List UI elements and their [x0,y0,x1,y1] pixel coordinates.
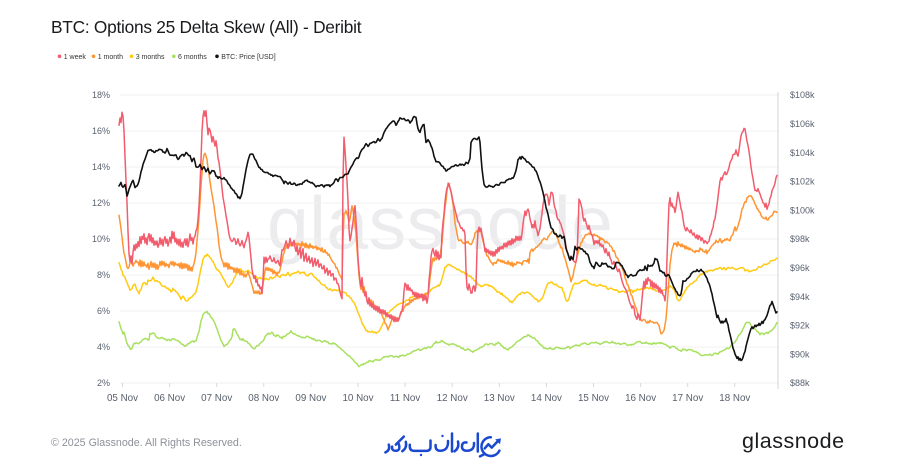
svg-text:4%: 4% [97,342,110,352]
svg-text:16%: 16% [92,126,110,136]
svg-text:13 Nov: 13 Nov [484,393,515,404]
svg-text:$102k: $102k [790,177,815,187]
svg-text:14%: 14% [92,162,110,172]
svg-text:07 Nov: 07 Nov [201,393,232,404]
svg-text:09 Nov: 09 Nov [295,393,326,404]
svg-text:10 Nov: 10 Nov [342,393,373,404]
svg-text:14 Nov: 14 Nov [531,393,562,404]
svg-text:16 Nov: 16 Nov [625,393,656,404]
svg-text:17 Nov: 17 Nov [672,393,703,404]
svg-text:6%: 6% [97,306,110,316]
svg-text:15 Nov: 15 Nov [578,393,609,404]
svg-text:05 Nov: 05 Nov [107,393,138,404]
svg-text:$100k: $100k [790,205,815,215]
svg-text:12%: 12% [92,198,110,208]
svg-text:6 months: 6 months [178,54,207,61]
svg-text:10%: 10% [92,234,110,244]
svg-text:1 week: 1 week [64,54,87,61]
svg-text:© 2025 Glassnode. All Rights R: © 2025 Glassnode. All Rights Reserved. [51,437,242,449]
svg-text:$96k: $96k [790,263,810,273]
svg-text:BTC: Price [USD]: BTC: Price [USD] [221,54,276,61]
svg-text:$90k: $90k [790,349,810,359]
svg-text:18 Nov: 18 Nov [719,393,750,404]
svg-text:$106k: $106k [790,119,815,129]
svg-text:2%: 2% [97,378,110,388]
svg-text:18%: 18% [92,90,110,100]
svg-text:glassnode: glassnode [742,429,845,453]
svg-text:$108k: $108k [790,90,815,100]
svg-text:$88k: $88k [790,378,810,388]
svg-text:$104k: $104k [790,148,815,158]
svg-text:$94k: $94k [790,292,810,302]
svg-text:12 Nov: 12 Nov [437,393,468,404]
svg-text:$98k: $98k [790,234,810,244]
svg-text:11 Nov: 11 Nov [390,393,420,404]
svg-text:08 Nov: 08 Nov [248,393,279,404]
svg-text:8%: 8% [97,270,110,280]
svg-text:$92k: $92k [790,321,810,331]
svg-text:06 Nov: 06 Nov [154,393,185,404]
svg-text:3 months: 3 months [136,54,165,61]
svg-text:1 month: 1 month [98,54,123,61]
svg-text:BTC: Options 25 Delta Skew (Al: BTC: Options 25 Delta Skew (All) - Derib… [51,17,362,37]
